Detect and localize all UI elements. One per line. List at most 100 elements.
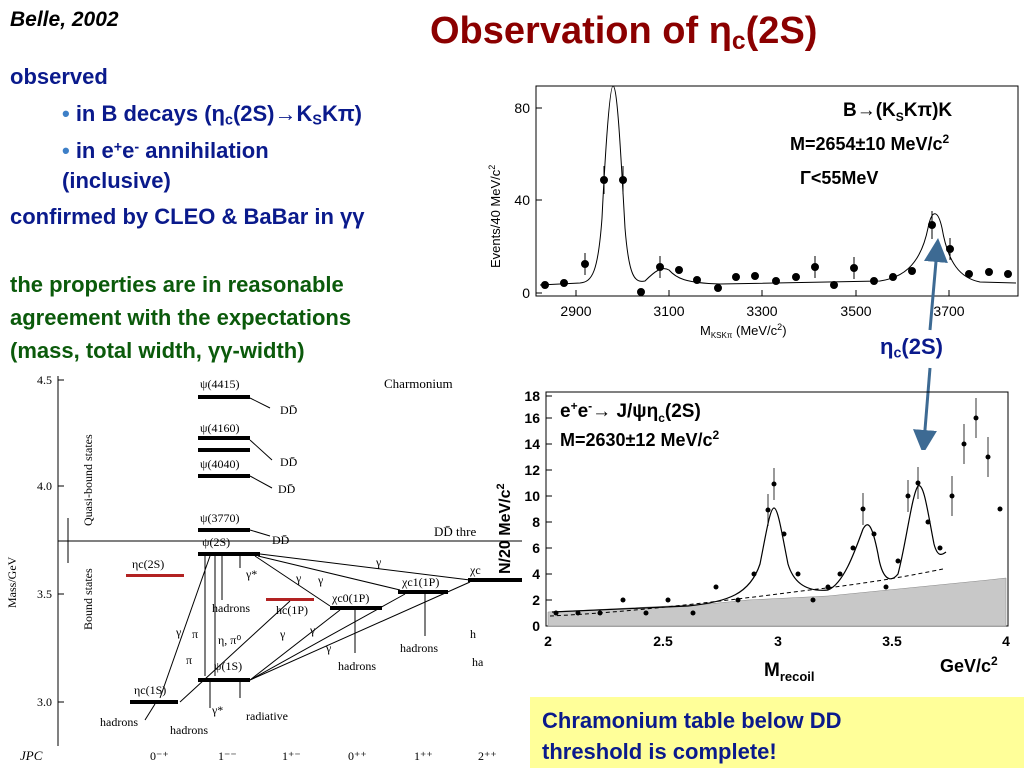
bottom-ytick-2: 2 (532, 592, 540, 608)
chi2-label: χc (469, 563, 481, 577)
top-xtick-3100: 3100 (653, 303, 684, 319)
signal-fit-curve (551, 485, 947, 613)
properties-line-1: the properties are in reasonable (10, 272, 344, 297)
decay-ha-chi2: ha (472, 655, 484, 669)
bottom-ytick-0: 0 (532, 618, 540, 634)
top-label-decay: B→(KSKπ)K (843, 100, 952, 124)
ch-ytick-4.0: 4.0 (37, 479, 52, 493)
decay-gamma-7: γ (325, 641, 332, 655)
confirmed-line: confirmed by CLEO & BaBar in γγ (10, 204, 365, 229)
ch-ylabel: Mass/GeV (5, 556, 19, 608)
bullet-annihilation: • in e+e- annihilation (62, 138, 269, 163)
etac2s-label: ηc(2S) (132, 557, 164, 571)
psi1s-label: ψ(1S) (214, 659, 242, 673)
bottom-ytick-8: 8 (532, 514, 540, 530)
top-ytick-0: 0 (522, 285, 530, 301)
bottom-xunit: GeV/c2 (940, 654, 998, 676)
decay-gamma-2: γ (317, 573, 324, 587)
jpc-2pp: 2⁺⁺ (478, 749, 497, 763)
top-ytick-40: 40 (514, 192, 530, 208)
decay-hadrons-etac1s: hadrons (100, 715, 138, 729)
threshold-label: DD̄ thre (434, 524, 476, 539)
dd-4160: DD̄ (280, 455, 298, 469)
decay-hadrons-chi1: hadrons (400, 641, 438, 655)
bottom-ytick-10: 10 (524, 488, 540, 504)
dd-3770: DD̄ (272, 533, 290, 547)
decay-gammastar-2: γ* (211, 703, 223, 717)
decay-gamma-6: γ (309, 623, 316, 637)
bottom-ytick-18: 18 (524, 388, 540, 404)
top-ytick-80: 80 (514, 100, 530, 116)
top-xlabel: MKSKπ (MeV/c2) (700, 322, 787, 340)
bottom-xtick-3.5: 3.5 (882, 633, 902, 649)
properties-line-2: agreement with the expectations (10, 305, 352, 330)
decay-gamma-1: γ (295, 571, 302, 585)
properties-text: the properties are in reasonable agreeme… (10, 268, 351, 367)
properties-line-3: (mass, total width, γγ-width) (10, 338, 305, 363)
psi4040-label: ψ(4040) (200, 457, 240, 471)
slide-title: Observation of ηc(2S) (430, 10, 818, 56)
top-xtick-3300: 3300 (746, 303, 777, 319)
hc1p-level (266, 598, 314, 601)
decay-gamma-4: γ (175, 625, 182, 639)
bullet-inclusive: (inclusive) (62, 168, 171, 193)
background-fit-curve (549, 568, 944, 617)
bottom-ytick-4: 4 (532, 566, 540, 582)
psi2s-label: ψ(2S) (202, 535, 230, 549)
quasi-bound-label: Quasi-bound states (81, 434, 95, 526)
note-line-1: Chramonium table below DD (542, 708, 842, 733)
bottom-xtick-2.5: 2.5 (653, 633, 673, 649)
etac2s-arrow-label: ηc(2S) (880, 334, 943, 362)
dd-4040: DD̄ (278, 482, 296, 496)
conclusion-note: Chramonium table below DD threshold is c… (530, 697, 1024, 768)
ch-ytick-3.0: 3.0 (37, 695, 52, 709)
ch-ytick-3.5: 3.5 (37, 587, 52, 601)
decay-gamma-5: γ (279, 627, 286, 641)
top-xtick-3500: 3500 (840, 303, 871, 319)
belle-recoil-mass-plot: 0 2 4 6 8 10 12 14 16 18 2 2.5 3 3.5 4 N… (495, 388, 1010, 684)
bottom-label-mass: M=2630±12 MeV/c2 (560, 428, 719, 450)
bottom-label-process: e+e-→ J/ψηc(2S) (560, 399, 701, 425)
jpc-1pm: 1⁺⁻ (282, 749, 301, 763)
psi3770-label: ψ(3770) (200, 511, 240, 525)
charmonium-level-diagram: 4.5 4.0 3.5 3.0 Mass/GeV Quasi-bound sta… (5, 373, 522, 763)
etac1s-label: ηc(1S) (134, 683, 166, 697)
psi4160-label: ψ(4160) (200, 421, 240, 435)
bottom-ylabel: N/20 MeV/c2 (495, 483, 514, 574)
bottom-ytick-16: 16 (524, 410, 540, 426)
bound-label: Bound states (81, 568, 95, 630)
ch-ytick-4.5: 4.5 (37, 373, 52, 387)
bottom-ytick-12: 12 (524, 462, 540, 478)
top-xtick-3700: 3700 (933, 303, 964, 319)
bottom-xlabel: Mrecoil (764, 660, 815, 684)
top-xtick-2900: 2900 (560, 303, 591, 319)
top-label-width: Γ<55MeV (800, 168, 878, 188)
decay-hadrons-psi2s: hadrons (212, 601, 250, 615)
note-line-2: threshold is complete! (542, 739, 777, 764)
bottom-ytick-6: 6 (532, 540, 540, 556)
decay-gamma-3: γ (375, 555, 382, 569)
decay-pi-1: π (192, 627, 198, 641)
decay-pi-2: π (186, 653, 192, 667)
plot-frame (535, 85, 1019, 297)
bottom-xtick-2: 2 (544, 633, 552, 649)
chi0-label: χc0(1P) (331, 591, 369, 605)
etac2s-arrows (913, 238, 948, 450)
decay-hadrons-psi1s: hadrons (170, 723, 208, 737)
jpc-0mp: 0⁻⁺ (150, 749, 169, 763)
bottom-data-points (553, 415, 1003, 616)
jpc-label: JPC (20, 748, 43, 763)
decay-hadrons-chi0: hadrons (338, 659, 376, 673)
decay-eta-pi0: η, π⁰ (218, 633, 241, 647)
charmonium-title: Charmonium (384, 376, 453, 391)
arrow-to-top-peak (923, 238, 948, 331)
jpc-1pp: 1⁺⁺ (414, 749, 433, 763)
top-ylabel: Events/40 MeV/c2 (487, 165, 503, 268)
belle-b-decay-plot: 0 40 80 2900 3100 3300 3500 3700 Events/… (487, 85, 1019, 340)
jpc-0pp: 0⁺⁺ (348, 749, 367, 763)
bottom-ytick-14: 14 (524, 436, 540, 452)
decay-h-chi2: h (470, 627, 476, 641)
jpc-1mm: 1⁻⁻ (218, 749, 237, 763)
arrow-to-bottom-peak (913, 367, 937, 450)
dd-4415: DD̄ (280, 403, 298, 417)
